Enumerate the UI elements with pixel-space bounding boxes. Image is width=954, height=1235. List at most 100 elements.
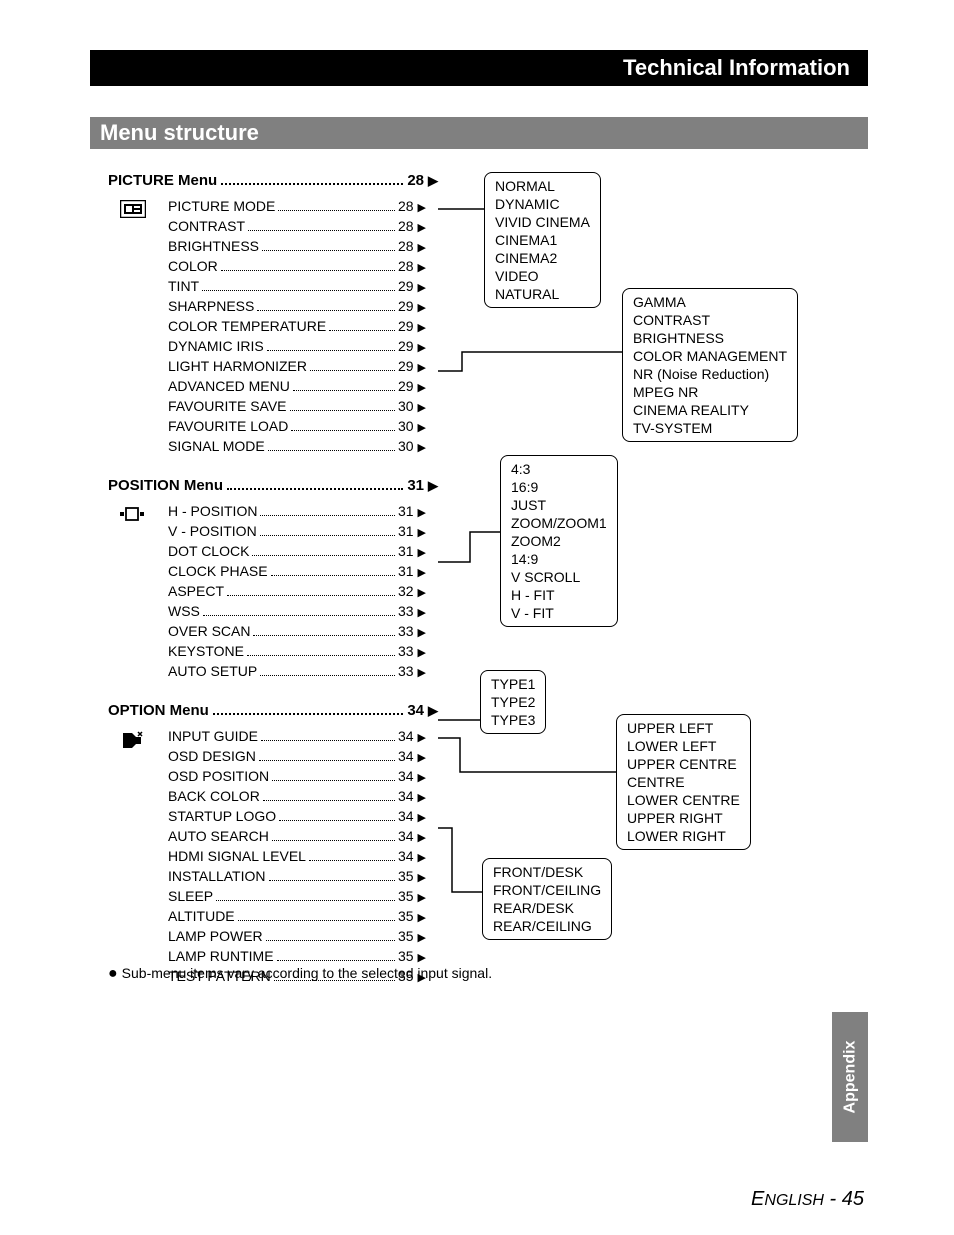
leader-dots: [269, 880, 395, 881]
item-label: COLOR: [168, 257, 218, 275]
leader-dots: [247, 655, 395, 656]
menu-title: POSITION Menu: [108, 477, 223, 494]
menu-item: KEYSTONE33▶: [168, 642, 426, 662]
callout-item: V SCROLL: [511, 568, 607, 586]
item-label: V - POSITION: [168, 522, 257, 540]
item-label: OSD DESIGN: [168, 747, 256, 765]
triangle-icon: ▶: [428, 173, 438, 189]
menu-item: AUTO SEARCH 34▶: [168, 827, 426, 847]
section-title: Menu structure: [100, 120, 259, 145]
content-area: PICTURE Menu 28 ▶ PICTURE MODE28▶CONTRAS…: [90, 172, 868, 987]
triangle-icon: ▶: [418, 809, 426, 827]
item-page: 34: [398, 827, 414, 845]
picture-mode-callout: NORMALDYNAMICVIVID CINEMACINEMA1CINEMA2V…: [484, 172, 601, 308]
aspect-callout: 4:316:9JUSTZOOM/ZOOM1ZOOM214:9V SCROLLH …: [500, 455, 618, 627]
menu-item: SLEEP35▶: [168, 887, 426, 907]
menu-item: LAMP POWER35▶: [168, 927, 426, 947]
callout-item: ZOOM2: [511, 532, 607, 550]
item-label: FAVOURITE SAVE: [168, 397, 287, 415]
leader-dots: [202, 290, 395, 291]
leader-dots: [248, 230, 395, 231]
leader-dots: [279, 820, 395, 821]
item-page: 34: [398, 767, 414, 785]
option-menu-block: OPTION Menu 34 ▶ INPUT GUIDE34▶OSD DESIG…: [90, 702, 868, 987]
leader-dots: [266, 940, 395, 941]
triangle-icon: ▶: [418, 829, 426, 847]
footnote: ●Sub-menu items vary according to the se…: [108, 965, 492, 983]
menu-item: AUTO SETUP33▶: [168, 662, 426, 682]
callout-item: UPPER CENTRE: [627, 755, 740, 773]
picture-icon: [120, 200, 148, 220]
menu-item: HDMI SIGNAL LEVEL34▶: [168, 847, 426, 867]
item-page: 28: [398, 237, 414, 255]
menu-page: 31: [407, 477, 424, 494]
leader-dots: [260, 675, 395, 676]
callout-item: CINEMA REALITY: [633, 401, 787, 419]
item-page: 34: [398, 727, 414, 745]
triangle-icon: ▶: [418, 604, 426, 622]
callout-item: FRONT/DESK: [493, 863, 601, 881]
item-page: 31: [398, 542, 414, 560]
position-icon: [120, 505, 148, 525]
leader-dots: [238, 920, 395, 921]
leader-dots: [252, 555, 395, 556]
callout-item: NR (Noise Reduction): [633, 365, 787, 383]
menu-item: ADVANCED MENU29▶: [168, 377, 426, 397]
item-page: 33: [398, 642, 414, 660]
callout-item: UPPER RIGHT: [627, 809, 740, 827]
callout-item: LOWER RIGHT: [627, 827, 740, 845]
callout-item: LOWER LEFT: [627, 737, 740, 755]
leader-dots: [267, 350, 395, 351]
leader-dots: [290, 410, 395, 411]
leader-dots: [227, 595, 395, 596]
triangle-icon: ▶: [418, 259, 426, 277]
triangle-icon: ▶: [418, 279, 426, 297]
item-label: HDMI SIGNAL LEVEL: [168, 847, 306, 865]
leader-dots: [260, 515, 395, 516]
triangle-icon: ▶: [418, 359, 426, 377]
item-label: OVER SCAN: [168, 622, 250, 640]
footer-page: 45: [842, 1188, 864, 1210]
triangle-icon: ▶: [428, 703, 438, 719]
item-page: 29: [398, 277, 414, 295]
item-label: AUTO SEARCH: [168, 827, 269, 845]
position-menu-block: POSITION Menu 31 ▶ H - POSITION31▶V - PO…: [90, 477, 868, 682]
menu-item: H - POSITION31▶: [168, 502, 426, 522]
callout-item: V - FIT: [511, 604, 607, 622]
triangle-icon: ▶: [418, 319, 426, 337]
osd-design-callout: TYPE1TYPE2TYPE3: [480, 670, 546, 734]
triangle-icon: ▶: [418, 664, 426, 682]
callout-item: 16:9: [511, 478, 607, 496]
item-page: 30: [398, 417, 414, 435]
item-page: 35: [398, 887, 414, 905]
osd-position-callout: UPPER LEFTLOWER LEFTUPPER CENTRECENTRELO…: [616, 714, 751, 850]
leader-dots: [261, 740, 395, 741]
item-label: CLOCK PHASE: [168, 562, 268, 580]
item-page: 28: [398, 217, 414, 235]
page-footer: ENGLISH - 45: [751, 1188, 864, 1211]
triangle-icon: ▶: [418, 524, 426, 542]
triangle-icon: ▶: [418, 929, 426, 947]
item-label: H - POSITION: [168, 502, 257, 520]
menu-page: 28: [407, 172, 424, 189]
leader-dots: [293, 390, 395, 391]
triangle-icon: ▶: [418, 869, 426, 887]
menu-item: STARTUP LOGO34▶: [168, 807, 426, 827]
item-page: 31: [398, 502, 414, 520]
menu-item: V - POSITION31▶: [168, 522, 426, 542]
triangle-icon: ▶: [418, 789, 426, 807]
item-label: FAVOURITE LOAD: [168, 417, 288, 435]
callout-item: H - FIT: [511, 586, 607, 604]
item-page: 29: [398, 337, 414, 355]
footer-lang: ENGLISH: [751, 1188, 824, 1210]
menu-item: LIGHT HARMONIZER29▶: [168, 357, 426, 377]
item-page: 31: [398, 562, 414, 580]
leader-dots: [329, 330, 395, 331]
option-menu-items: INPUT GUIDE34▶OSD DESIGN34▶OSD POSITION3…: [168, 727, 868, 987]
item-label: BRIGHTNESS: [168, 237, 259, 255]
leader-dots: [263, 800, 395, 801]
menu-page: 34: [407, 702, 424, 719]
triangle-icon: ▶: [418, 644, 426, 662]
triangle-icon: ▶: [418, 544, 426, 562]
item-page: 32: [398, 582, 414, 600]
